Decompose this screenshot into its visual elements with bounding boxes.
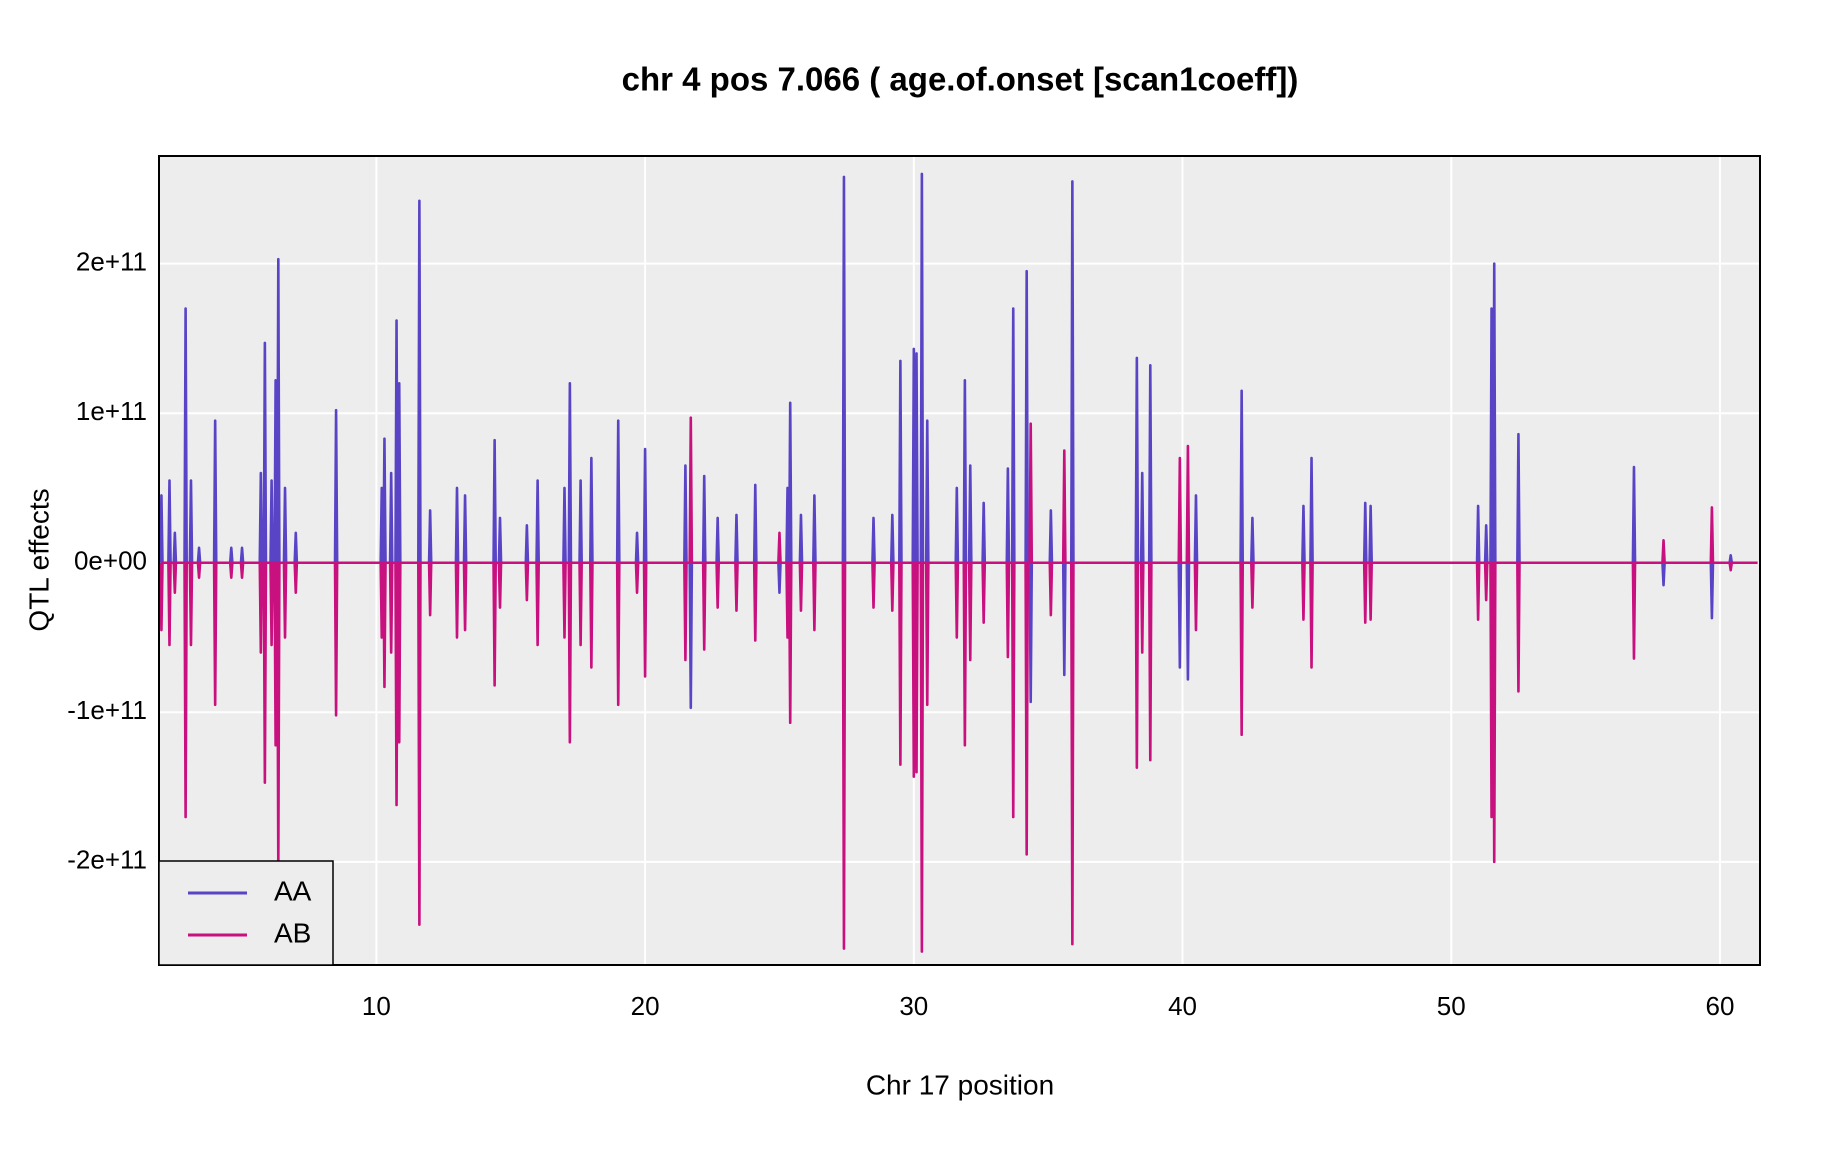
series-line bbox=[159, 416, 1758, 953]
x-tick-label: 10 bbox=[362, 991, 391, 1021]
y-tick-label: 0e+00 bbox=[74, 546, 147, 576]
plot-lines bbox=[159, 172, 1758, 953]
y-axis-title: QTL effects bbox=[23, 488, 54, 631]
chart-title: chr 4 pos 7.066 ( age.of.onset [scan1coe… bbox=[622, 61, 1299, 98]
x-tick-label: 40 bbox=[1168, 991, 1197, 1021]
legend-box bbox=[158, 860, 334, 966]
legend-label: AA bbox=[274, 875, 312, 906]
x-tick-label: 60 bbox=[1706, 991, 1735, 1021]
x-tick-label: 30 bbox=[899, 991, 928, 1021]
y-tick-label: -2e+11 bbox=[67, 845, 147, 875]
x-axis-title: Chr 17 position bbox=[866, 1069, 1054, 1100]
y-tick-label: 1e+11 bbox=[76, 396, 147, 426]
legend-label: AB bbox=[274, 917, 311, 948]
x-tick-label: 50 bbox=[1437, 991, 1466, 1021]
y-tick-label: -1e+11 bbox=[67, 695, 147, 725]
plot-border bbox=[158, 155, 1761, 966]
x-tick-label: 20 bbox=[631, 991, 660, 1021]
y-tick-label: 2e+11 bbox=[76, 247, 147, 277]
